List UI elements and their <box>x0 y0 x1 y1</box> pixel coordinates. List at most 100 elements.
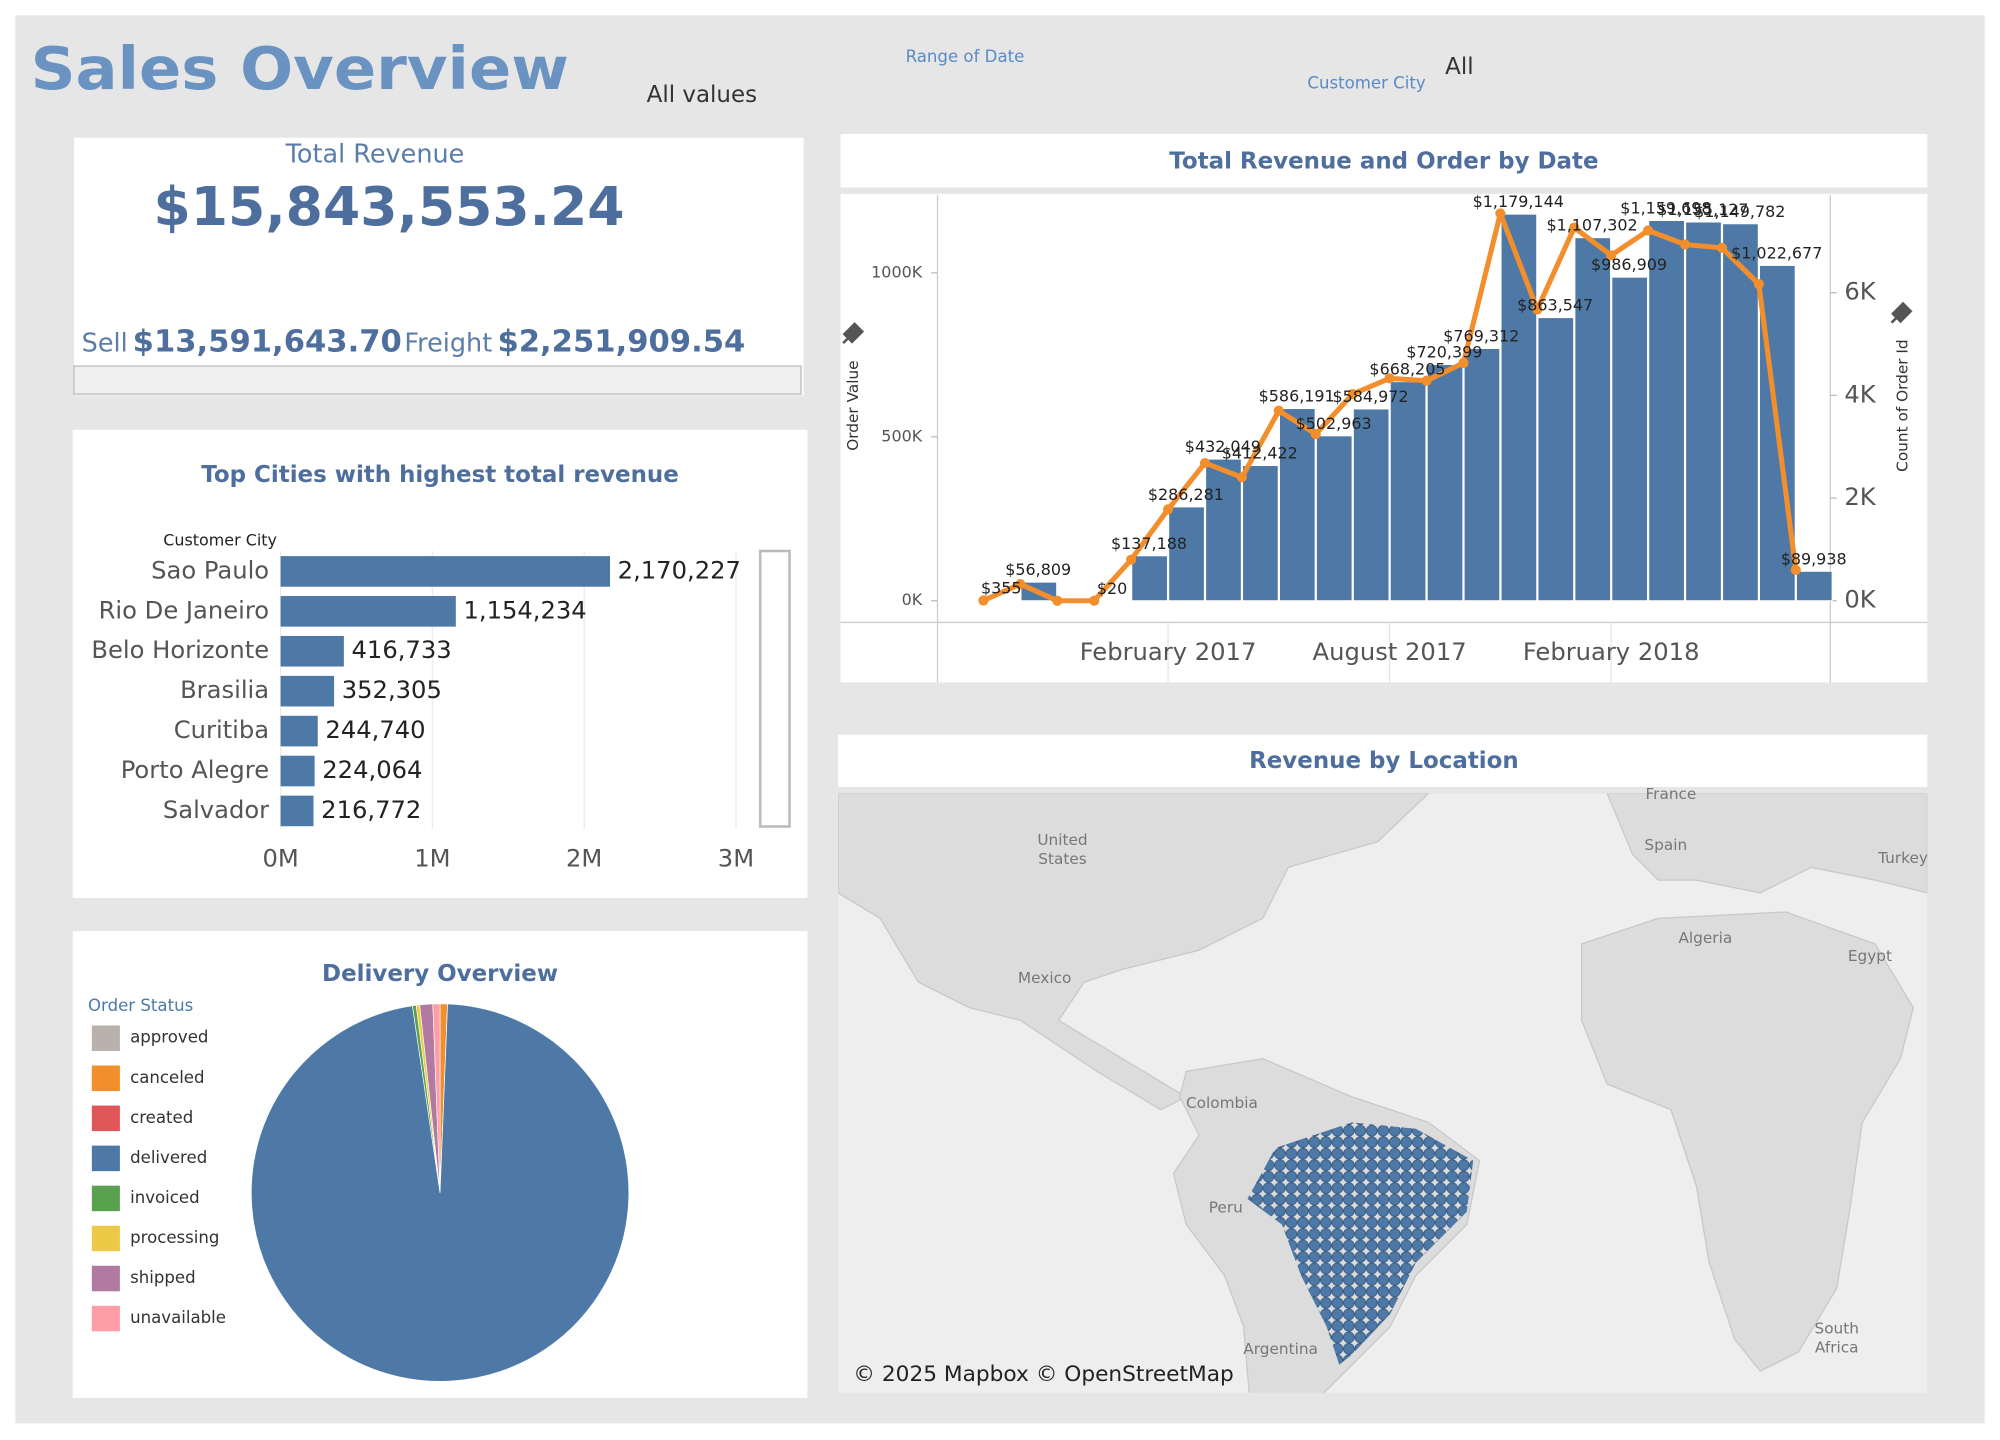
data-label: $20 <box>1097 579 1127 598</box>
value-label: 352,305 <box>342 676 442 704</box>
map-attribution: © 2025 Mapbox © OpenStreetMap <box>853 1362 1233 1387</box>
y2-tick-label: 2K <box>1844 483 1876 511</box>
data-label: $668,205 <box>1369 360 1445 379</box>
title-panel <box>838 734 1928 787</box>
data-label: $1,179,144 <box>1473 192 1564 211</box>
bar <box>1537 317 1575 602</box>
chart-title: Top Cities with highest total revenue <box>201 462 679 488</box>
bar <box>1352 408 1390 602</box>
data-label: $355 <box>981 579 1022 598</box>
line-point <box>1606 250 1617 261</box>
legend-swatch <box>91 1025 120 1051</box>
line-point <box>1199 457 1211 469</box>
chart-title: Total Revenue and Order by Date <box>1169 148 1598 174</box>
scrollbar[interactable] <box>758 549 791 828</box>
map-label: Mexico <box>1018 969 1071 987</box>
map-label: Egypt <box>1848 947 1892 965</box>
scrollbar[interactable] <box>73 365 802 395</box>
data-label: $1,022,677 <box>1731 243 1822 262</box>
axis-title: Customer City <box>163 530 277 549</box>
pin-icon[interactable] <box>842 322 865 345</box>
title-panel <box>840 133 1928 188</box>
legend-swatch <box>91 1305 120 1332</box>
category-label: Brasilia <box>180 676 269 704</box>
y-tick-label: 500K <box>881 426 922 445</box>
bar <box>1426 364 1464 602</box>
legend-title: Order Status <box>88 996 193 1015</box>
line-point <box>1679 239 1691 250</box>
category-label: Belo Horizonte <box>91 636 269 664</box>
filter-label[interactable]: Customer City <box>1307 74 1425 93</box>
map-label: South <box>1815 1320 1859 1338</box>
data-label: $863,547 <box>1517 296 1593 315</box>
filter-label[interactable]: Range of Date <box>906 47 1025 66</box>
kpi-item-label: Sell <box>82 328 128 358</box>
bar <box>1131 555 1168 602</box>
legend-swatch <box>91 1225 120 1252</box>
data-label: $584,972 <box>1333 387 1409 406</box>
legend-label: delivered <box>130 1148 207 1167</box>
filter-value[interactable]: All <box>1445 54 1473 80</box>
line-point <box>1126 554 1137 565</box>
line-point <box>1089 595 1100 606</box>
line-point <box>1642 225 1654 236</box>
land <box>1580 911 1914 1372</box>
x-tick-label: 2M <box>566 845 602 873</box>
map-label: Colombia <box>1186 1094 1258 1112</box>
line-point <box>1347 388 1358 400</box>
pin-icon[interactable] <box>1890 301 1913 324</box>
category-label: Salvador <box>163 796 269 824</box>
legend-label: created <box>130 1108 193 1127</box>
axis-title: Order Value <box>844 360 862 450</box>
line-point <box>1569 222 1580 233</box>
data-label: $286,281 <box>1148 485 1224 504</box>
bar <box>1278 408 1316 602</box>
map[interactable] <box>838 793 1928 1403</box>
kpi-value: $15,843,553.24 <box>154 175 625 238</box>
line-point <box>1384 373 1395 384</box>
legend-swatch <box>91 1105 120 1132</box>
bar <box>1168 506 1205 602</box>
bar <box>1242 465 1279 602</box>
category-label: Curitiba <box>174 716 269 744</box>
bar <box>280 635 344 667</box>
data-label: $986,909 <box>1591 255 1667 274</box>
filter-value[interactable]: All values <box>647 82 757 108</box>
bar <box>1685 221 1722 602</box>
bar <box>1795 570 1833 602</box>
legend-swatch <box>91 1145 120 1172</box>
bar <box>280 715 318 747</box>
y2-tick-label: 4K <box>1844 380 1876 408</box>
pie-slice <box>432 1003 441 1193</box>
value-label: 416,733 <box>352 636 452 664</box>
data-label: $137,188 <box>1111 534 1187 553</box>
x-tick-label: 0M <box>262 845 298 873</box>
bar <box>1500 213 1538 602</box>
x-tick-label: 1M <box>414 845 450 873</box>
map-label: United <box>1037 831 1087 849</box>
legend-swatch <box>91 1185 120 1212</box>
map-label: Turkey <box>1877 849 1928 867</box>
location-points[interactable] <box>1247 1122 1474 1365</box>
category-label: Sao Paulo <box>151 556 269 584</box>
legend-label: approved <box>130 1028 208 1047</box>
dashboard-title: Sales Overview <box>31 35 569 103</box>
data-label: $1,159,698 <box>1620 199 1711 218</box>
bar <box>1611 276 1649 602</box>
line-point <box>1532 304 1543 315</box>
line-point <box>1790 564 1801 576</box>
data-label: $502,963 <box>1296 414 1372 433</box>
data-label: $432,049 <box>1185 437 1261 456</box>
legend-label: processing <box>130 1228 219 1247</box>
bar <box>1205 458 1242 602</box>
y2-tick-label: 0K <box>1844 586 1876 614</box>
line-point <box>1236 472 1248 483</box>
line-point <box>1421 375 1432 386</box>
map-label: Argentina <box>1243 1340 1318 1358</box>
map-label: States <box>1038 850 1086 868</box>
map-label: Peru <box>1209 1198 1243 1216</box>
x-tick-label: 3M <box>718 845 754 873</box>
pie-slice <box>251 1003 630 1382</box>
legend-label: shipped <box>130 1268 196 1287</box>
